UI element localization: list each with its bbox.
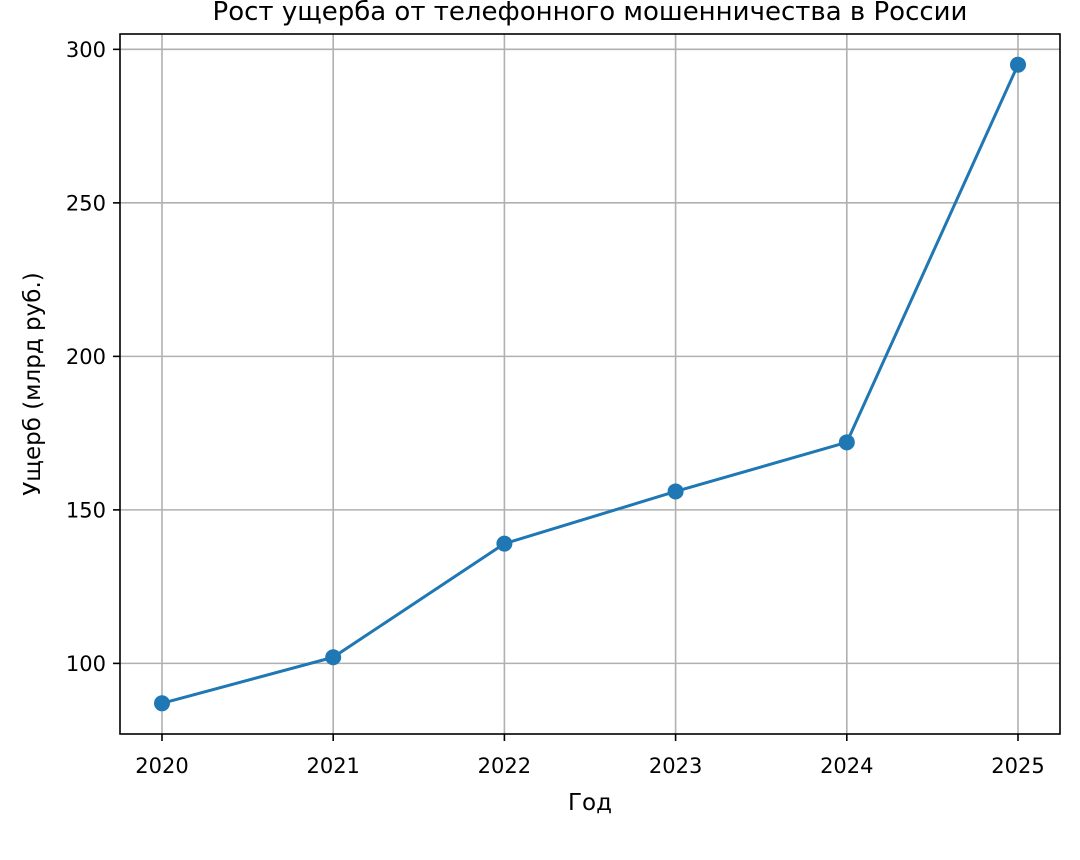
y-tick-label: 300 [66,38,106,62]
data-point-marker [496,535,513,552]
y-axis-label: Ущерб (млрд руб.) [20,272,46,495]
series-line [161,64,1020,705]
x-tick-label: 2020 [135,754,188,778]
data-point-marker [667,483,684,500]
series-group [154,56,1026,712]
x-tick-label: 2024 [820,754,873,778]
x-tick-label: 2022 [478,754,531,778]
x-tick-label: 2025 [991,754,1044,778]
data-point-marker [1010,56,1026,73]
y-tick-label: 200 [66,345,106,369]
x-tick-label: 2023 [649,754,702,778]
x-tick-label: 2021 [306,754,359,778]
axes-frame [119,33,1061,735]
y-tick-label: 250 [66,191,106,215]
grid [120,34,1060,734]
axis-ticks: 2020 2021 2022 2023 2024 2025 100 150 200 250 300 [66,38,1045,778]
y-tick-label: 150 [66,498,106,522]
x-axis-label: Год [568,790,612,816]
y-tick-label: 100 [66,652,106,676]
data-point-marker [325,649,342,666]
data-point-marker [154,695,170,712]
data-point-marker [838,434,855,451]
chart-title: Рост ущерба от телефонного мошенничества… [213,0,968,27]
